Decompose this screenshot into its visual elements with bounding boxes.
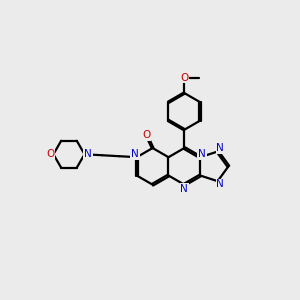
Text: N: N [181, 184, 188, 194]
Text: O: O [180, 73, 188, 82]
Text: N: N [84, 149, 92, 159]
Text: N: N [216, 179, 224, 190]
Text: N: N [131, 149, 139, 159]
Text: N: N [216, 143, 224, 153]
Text: O: O [142, 130, 151, 140]
Text: N: N [198, 149, 206, 159]
Text: O: O [46, 149, 54, 159]
